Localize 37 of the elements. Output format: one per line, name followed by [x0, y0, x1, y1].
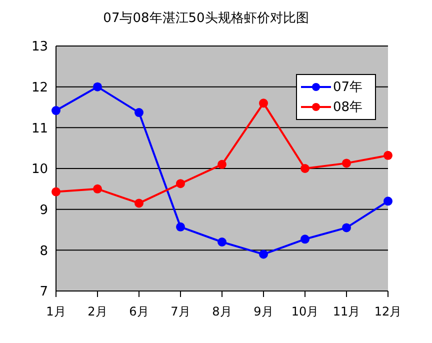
- point: [384, 150, 392, 160]
- y-tick-label: 11: [31, 121, 48, 136]
- point: [300, 164, 310, 173]
- point: [342, 223, 351, 232]
- x-tick-label: 9月: [254, 304, 274, 319]
- x-tick-label: 10月: [291, 304, 319, 319]
- point: [384, 196, 392, 206]
- point: [342, 158, 351, 168]
- y-tick-label: 12: [31, 80, 48, 96]
- point: [52, 106, 60, 116]
- x-tick-label: 6月: [129, 304, 149, 319]
- chart-title: 07与08年湛江50头规格虾价对比图: [102, 10, 310, 28]
- y-tick-label: 9: [40, 202, 48, 218]
- x-tick-label: 2月: [88, 304, 108, 319]
- point: [259, 98, 268, 108]
- x-tick-label: 1月: [46, 304, 66, 319]
- point: [259, 250, 268, 259]
- legend-label: 07年: [333, 79, 363, 96]
- x-tick-label: 11月: [332, 304, 360, 319]
- point: [218, 160, 226, 169]
- x-tick-label: 12月: [374, 304, 402, 319]
- point: [176, 222, 185, 232]
- y-tick-label: 13: [31, 40, 48, 55]
- y-tick-label: 7: [40, 284, 48, 300]
- y-tick-label: 8: [40, 244, 48, 259]
- point: [176, 179, 185, 188]
- point: [300, 234, 310, 244]
- y-tick-label: 10: [31, 162, 48, 178]
- x-tick-label: 7月: [170, 304, 190, 319]
- point: [93, 184, 102, 194]
- point: [93, 82, 102, 92]
- legend-label: 08年: [333, 99, 363, 116]
- point: [134, 198, 144, 208]
- point: [218, 238, 226, 246]
- x-tick-label: 8月: [212, 304, 232, 319]
- point: [134, 108, 144, 118]
- point: [52, 187, 60, 196]
